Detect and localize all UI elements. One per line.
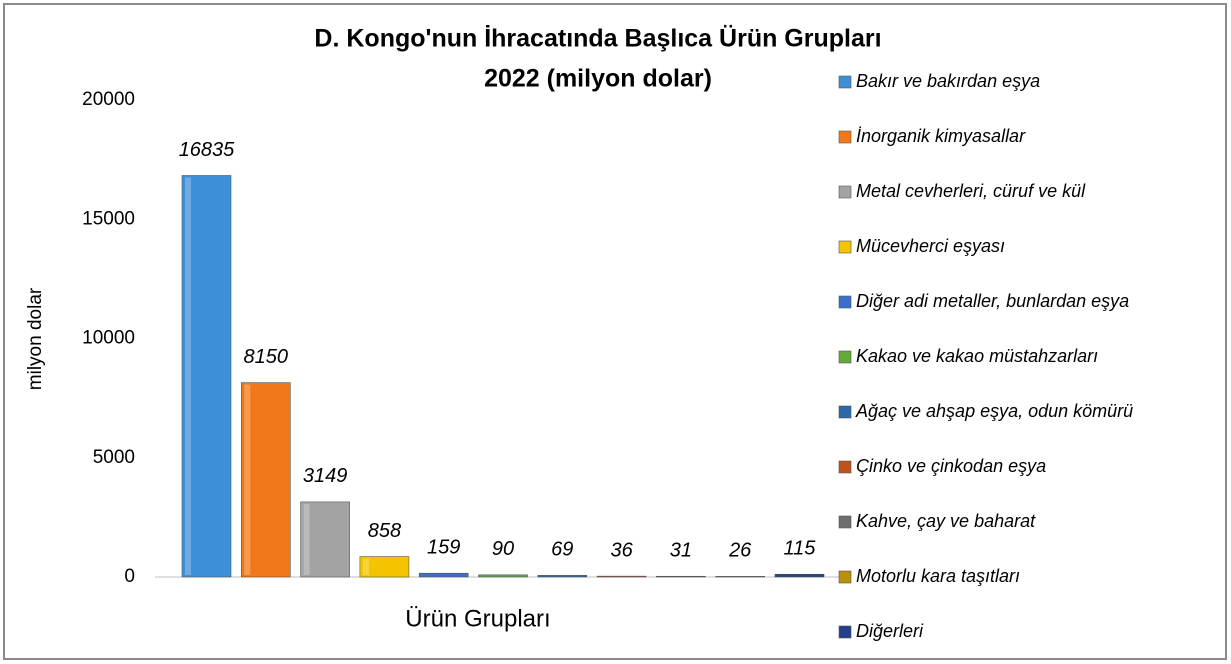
legend-swatch bbox=[838, 240, 852, 254]
y-tick-label: 10000 bbox=[82, 328, 135, 349]
legend-label: Çinko ve çinkodan eşya bbox=[856, 456, 1046, 476]
legend-swatch bbox=[838, 405, 852, 419]
data-label: 69 bbox=[551, 539, 573, 561]
legend-swatch bbox=[838, 625, 852, 639]
bar bbox=[241, 382, 291, 578]
y-tick-label: 0 bbox=[124, 566, 135, 587]
legend-swatch bbox=[838, 75, 852, 89]
legend-swatch bbox=[838, 350, 852, 364]
data-label: 26 bbox=[728, 540, 752, 562]
legend-label: Kakao ve kakao müstahzarları bbox=[856, 346, 1098, 366]
data-label: 115 bbox=[784, 538, 817, 560]
legend-label: Mücevherci eşyası bbox=[856, 236, 1005, 256]
bar bbox=[300, 501, 350, 578]
bar bbox=[418, 572, 469, 578]
chart-title: D. Kongo'nun İhracatında Başlıca Ürün Gr… bbox=[314, 24, 881, 53]
data-label: 36 bbox=[610, 539, 633, 561]
bar bbox=[537, 575, 588, 578]
legend-swatch bbox=[838, 460, 852, 474]
legend-label: İnorganik kimyasallar bbox=[856, 126, 1026, 146]
legend-label: Bakır ve bakırdan eşya bbox=[856, 71, 1040, 91]
y-tick-label: 5000 bbox=[93, 447, 135, 468]
legend-swatch bbox=[838, 570, 852, 584]
legend-label: Diğer adi metaller, bunlardan eşya bbox=[856, 291, 1129, 311]
legend-swatch bbox=[838, 295, 852, 309]
legend-label: Motorlu kara taşıtları bbox=[856, 566, 1020, 586]
bar bbox=[478, 574, 528, 578]
x-axis-label: Ürün Grupları bbox=[405, 605, 550, 632]
chart-title: 2022 (milyon dolar) bbox=[484, 65, 712, 93]
legend-swatch bbox=[838, 515, 852, 529]
legend-label: Diğerleri bbox=[856, 621, 924, 641]
data-label: 31 bbox=[670, 540, 692, 562]
data-label: 8150 bbox=[244, 346, 289, 368]
y-tick-label: 15000 bbox=[82, 208, 135, 229]
bar bbox=[774, 573, 825, 578]
legend-swatch bbox=[838, 130, 852, 144]
data-label: 858 bbox=[368, 520, 401, 542]
data-label: 16835 bbox=[179, 139, 235, 161]
legend-swatch bbox=[838, 185, 852, 199]
data-label: 90 bbox=[492, 538, 514, 560]
bar bbox=[656, 575, 706, 578]
y-axis-label: milyon dolar bbox=[25, 287, 46, 390]
legend-label: Kahve, çay ve baharat bbox=[856, 511, 1036, 531]
y-tick-label: 20000 bbox=[82, 89, 135, 110]
bar bbox=[181, 175, 232, 578]
data-label: 159 bbox=[427, 536, 460, 558]
legend-label: Metal cevherleri, cüruf ve kül bbox=[856, 181, 1086, 201]
bar bbox=[596, 575, 647, 578]
bar bbox=[715, 576, 766, 578]
bar bbox=[359, 556, 410, 578]
legend-label: Ağaç ve ahşap eşya, odun kömürü bbox=[855, 401, 1133, 421]
data-label: 3149 bbox=[303, 465, 348, 487]
